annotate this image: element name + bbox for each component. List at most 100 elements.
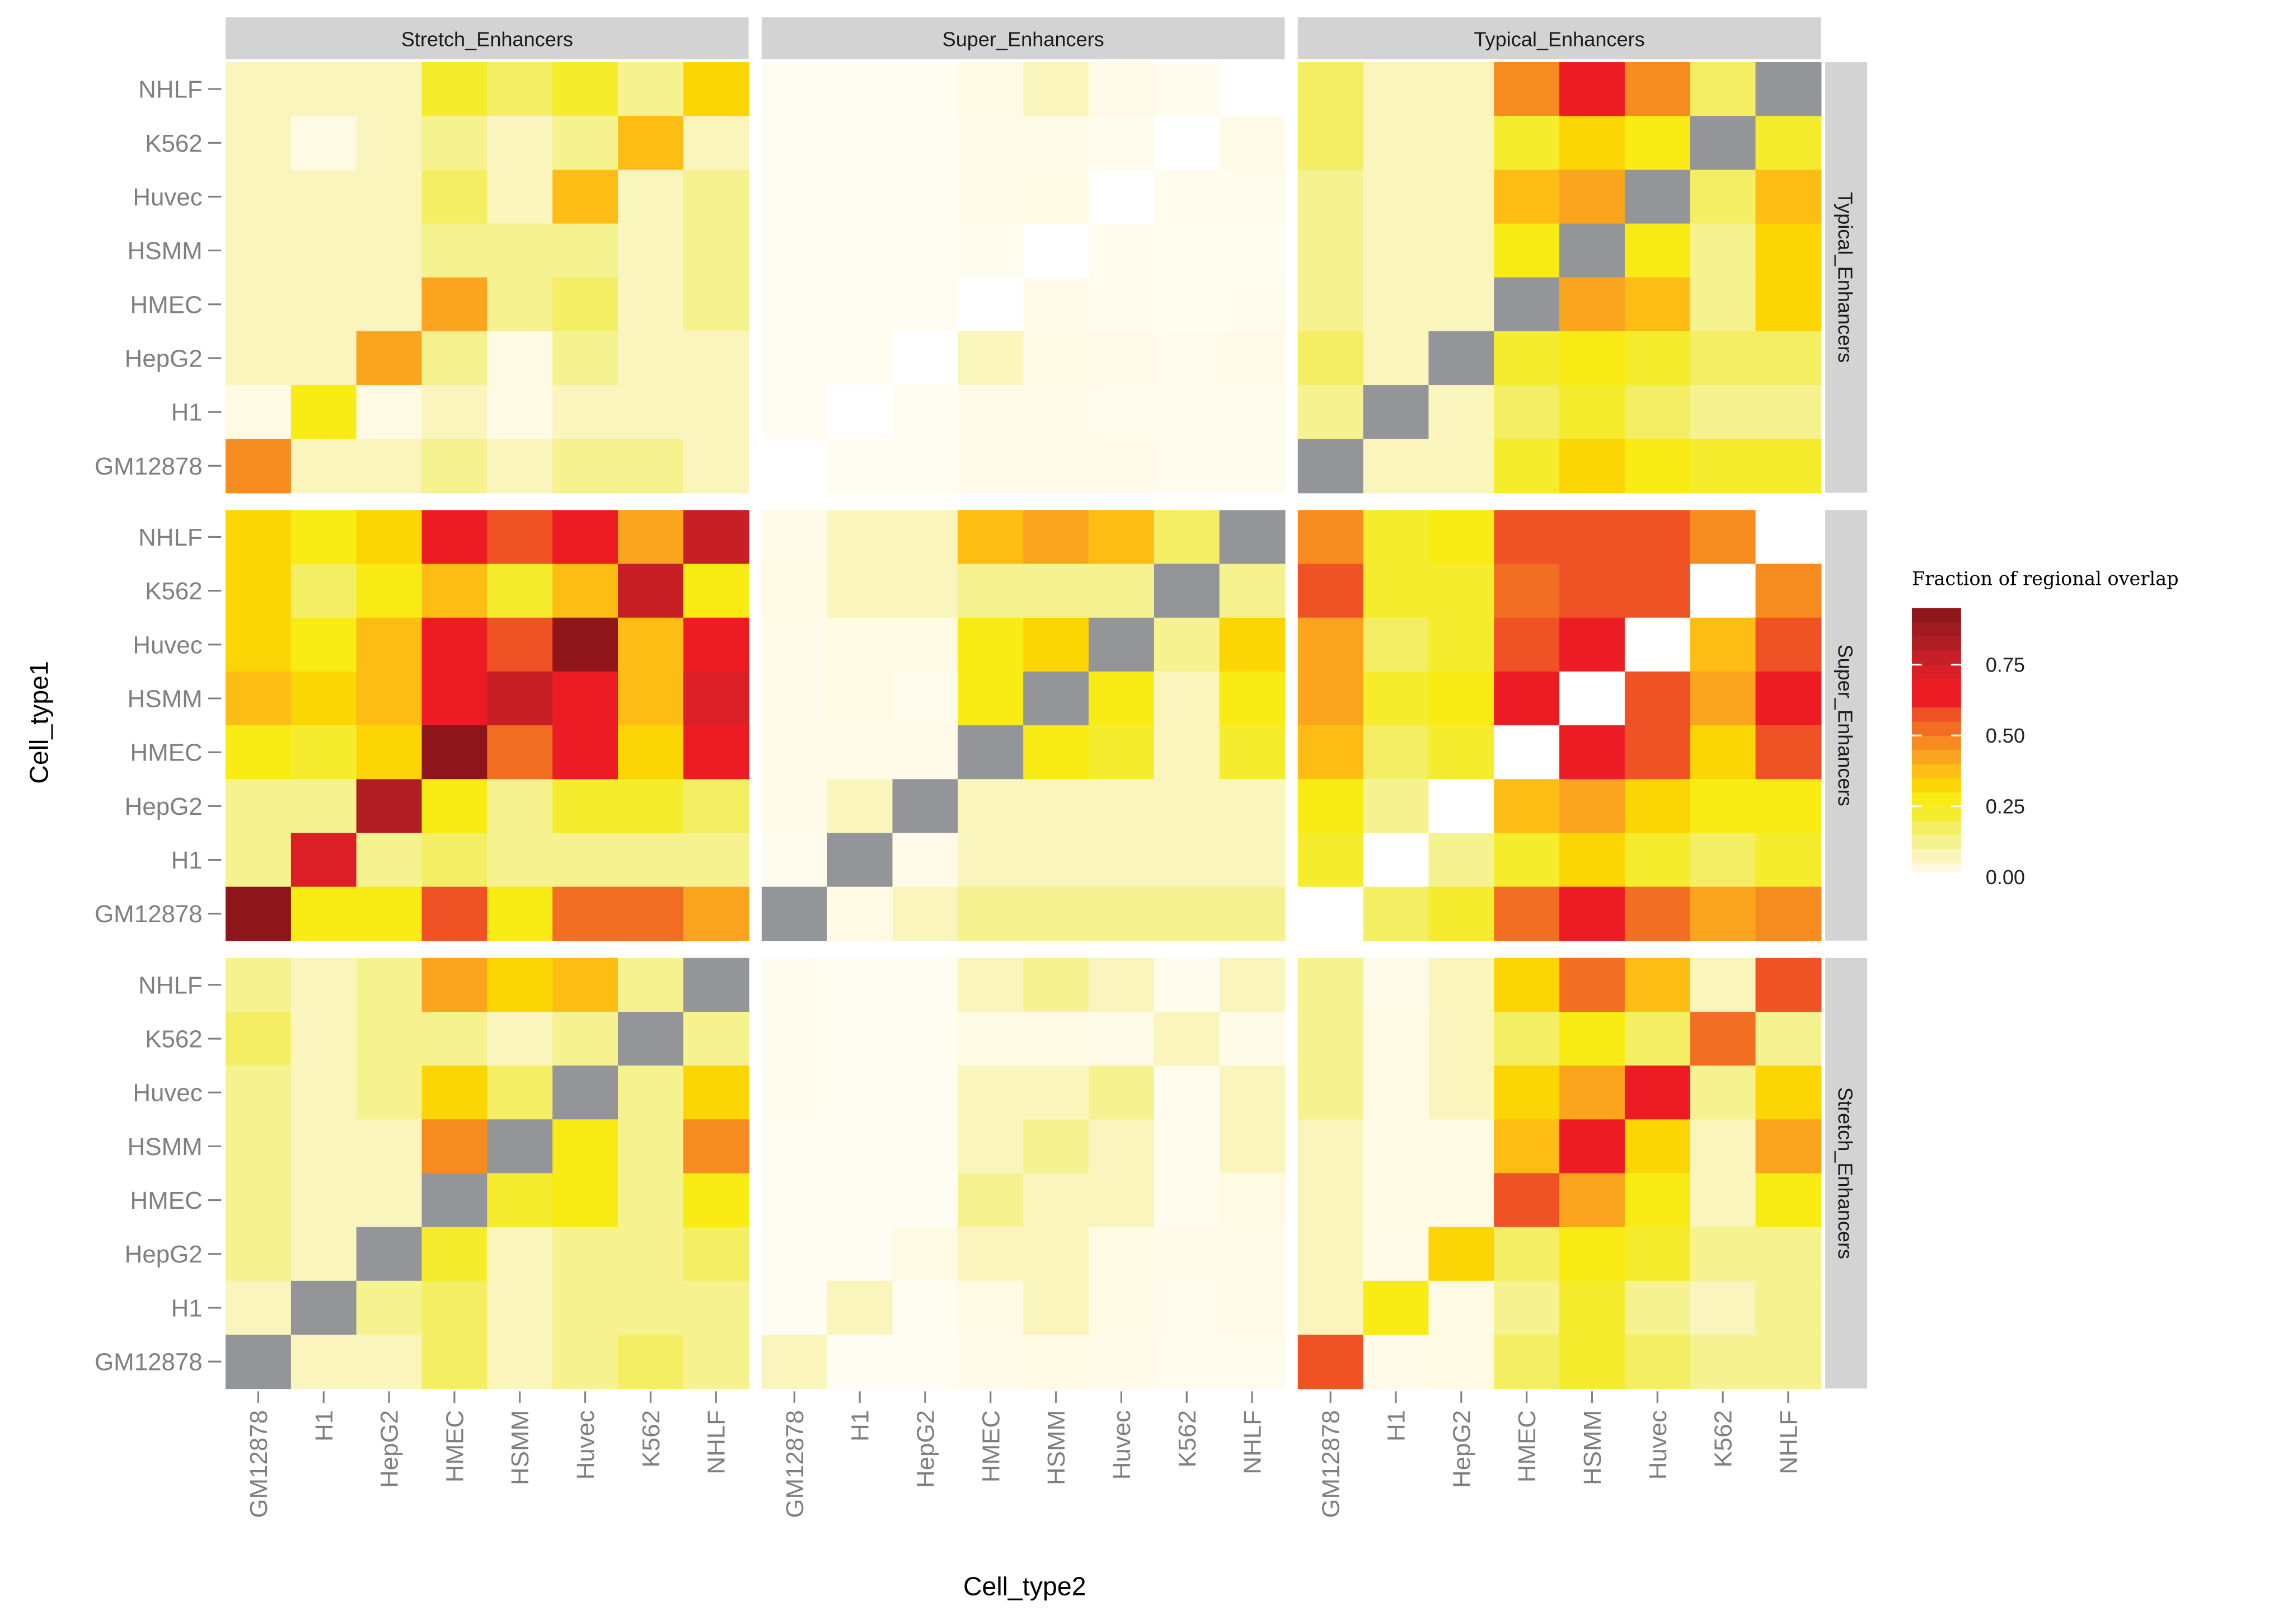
heatmap-cell bbox=[421, 277, 488, 332]
heatmap-cell bbox=[1297, 671, 1364, 726]
heatmap-cell bbox=[487, 1334, 554, 1390]
heatmap-cell bbox=[226, 1280, 292, 1336]
heatmap-cell bbox=[552, 1334, 619, 1390]
y-tick-label: GM12878 bbox=[95, 453, 203, 480]
heatmap-cell bbox=[1219, 725, 1286, 780]
heatmap-cell bbox=[290, 779, 357, 834]
heatmap-cell bbox=[1297, 779, 1364, 834]
heatmap-cell bbox=[1219, 886, 1286, 941]
legend-color-step bbox=[1912, 707, 1961, 722]
heatmap-cell bbox=[356, 671, 423, 726]
heatmap-cell bbox=[1559, 1334, 1625, 1390]
legend-color-step bbox=[1912, 735, 1961, 750]
y-tick-label: Huvec bbox=[133, 631, 202, 659]
heatmap-cell bbox=[1559, 1173, 1625, 1228]
heatmap-cell bbox=[1023, 564, 1090, 618]
heatmap-cell bbox=[958, 779, 1024, 834]
heatmap-cell bbox=[421, 116, 488, 171]
heatmap-cell bbox=[290, 62, 357, 117]
heatmap-panel bbox=[761, 510, 1286, 941]
x-tick-label: NHLF bbox=[1239, 1410, 1267, 1475]
heatmap-cell bbox=[1297, 385, 1364, 440]
heatmap-cell bbox=[290, 1280, 357, 1336]
heatmap-cell bbox=[1428, 886, 1495, 941]
x-tick-label: Huvec bbox=[1644, 1410, 1672, 1480]
heatmap-cell bbox=[1428, 170, 1495, 224]
heatmap-cell bbox=[1023, 671, 1090, 726]
heatmap-cell bbox=[1023, 1227, 1090, 1282]
heatmap-cell bbox=[1755, 957, 1822, 1012]
heatmap-cell bbox=[1428, 1334, 1495, 1390]
heatmap-cell bbox=[1559, 385, 1625, 440]
heatmap-cell bbox=[1559, 277, 1625, 332]
heatmap-cell bbox=[1297, 1066, 1364, 1120]
heatmap-cell bbox=[290, 725, 357, 780]
heatmap-cell bbox=[1559, 116, 1625, 171]
heatmap-cell bbox=[1089, 170, 1155, 224]
y-tick-label: K562 bbox=[145, 578, 202, 605]
heatmap-cell bbox=[958, 62, 1024, 117]
heatmap-cell bbox=[617, 957, 684, 1012]
heatmap-cell bbox=[552, 886, 619, 941]
heatmap-cell bbox=[958, 1011, 1024, 1067]
heatmap-cell bbox=[1219, 170, 1286, 224]
heatmap-cell bbox=[617, 725, 684, 780]
heatmap-cell bbox=[487, 725, 554, 780]
heatmap-cell bbox=[892, 671, 959, 726]
heatmap-cell bbox=[1297, 957, 1364, 1012]
x-tick-label: K562 bbox=[637, 1410, 665, 1467]
heatmap-cell bbox=[617, 277, 684, 332]
heatmap-cell bbox=[617, 1066, 684, 1120]
heatmap-cell bbox=[1690, 1280, 1756, 1336]
heatmap-cell bbox=[1297, 223, 1364, 278]
heatmap-cell bbox=[290, 439, 357, 494]
heatmap-cell bbox=[552, 671, 619, 726]
heatmap-cell bbox=[761, 725, 828, 780]
heatmap-cell bbox=[1297, 1227, 1364, 1282]
heatmap-cell bbox=[1023, 886, 1090, 941]
heatmap-cell bbox=[1023, 331, 1090, 386]
heatmap-cell bbox=[487, 116, 554, 171]
heatmap-cell bbox=[1559, 62, 1625, 117]
heatmap-cell bbox=[290, 277, 357, 332]
heatmap-cell bbox=[356, 1066, 423, 1120]
heatmap-cell bbox=[487, 617, 554, 672]
heatmap-cell bbox=[1755, 833, 1822, 888]
heatmap-cell bbox=[1089, 564, 1155, 618]
y-tick-label: HMEC bbox=[130, 739, 203, 767]
heatmap-cell bbox=[892, 385, 959, 440]
heatmap-cell bbox=[1219, 833, 1286, 888]
heatmap-cell bbox=[1624, 385, 1691, 440]
heatmap-cell bbox=[487, 1227, 554, 1282]
heatmap-cell bbox=[1624, 223, 1691, 278]
heatmap-cell bbox=[1428, 1173, 1495, 1228]
heatmap-cell bbox=[226, 277, 292, 332]
heatmap-cell bbox=[1690, 223, 1756, 278]
heatmap-cell bbox=[1690, 439, 1756, 494]
heatmap-cell bbox=[1297, 510, 1364, 565]
heatmap-cell bbox=[290, 671, 357, 726]
heatmap-cell bbox=[761, 1280, 828, 1336]
heatmap-cell bbox=[683, 439, 749, 494]
heatmap-cell bbox=[552, 223, 619, 278]
heatmap-cell bbox=[1089, 1280, 1155, 1336]
heatmap-cell bbox=[356, 779, 423, 834]
legend-tick-label: 0.50 bbox=[1986, 724, 2025, 747]
heatmap-cell bbox=[892, 277, 959, 332]
heatmap-cell bbox=[617, 617, 684, 672]
heatmap-cell bbox=[827, 331, 893, 386]
heatmap-cell bbox=[487, 510, 554, 565]
x-tick-label: NHLF bbox=[703, 1410, 730, 1475]
heatmap-cell bbox=[1154, 671, 1220, 726]
heatmap-cell bbox=[1363, 223, 1429, 278]
heatmap-cell bbox=[827, 957, 893, 1012]
heatmap-cell bbox=[226, 1011, 292, 1067]
heatmap-cell bbox=[827, 886, 893, 941]
heatmap-cell bbox=[1428, 1011, 1495, 1067]
heatmap-cell bbox=[356, 277, 423, 332]
heatmap-cell bbox=[1154, 331, 1220, 386]
heatmap-cell bbox=[1690, 1227, 1756, 1282]
heatmap-cell bbox=[487, 833, 554, 888]
heatmap-cell bbox=[1154, 277, 1220, 332]
heatmap-cell bbox=[1363, 671, 1429, 726]
